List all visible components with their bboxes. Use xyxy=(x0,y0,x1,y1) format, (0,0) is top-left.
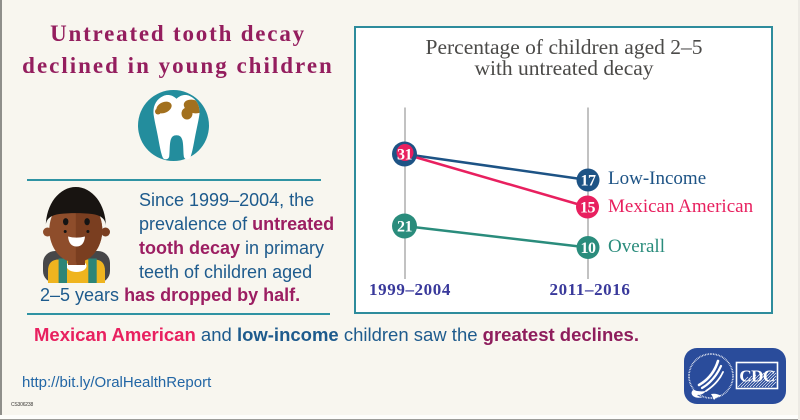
svg-text:17: 17 xyxy=(581,172,597,189)
svg-text:CDC: CDC xyxy=(739,367,774,386)
svg-text:21: 21 xyxy=(397,218,413,235)
svg-text:10: 10 xyxy=(581,240,597,257)
svg-text:15: 15 xyxy=(580,199,596,216)
svg-text:31: 31 xyxy=(397,146,413,163)
